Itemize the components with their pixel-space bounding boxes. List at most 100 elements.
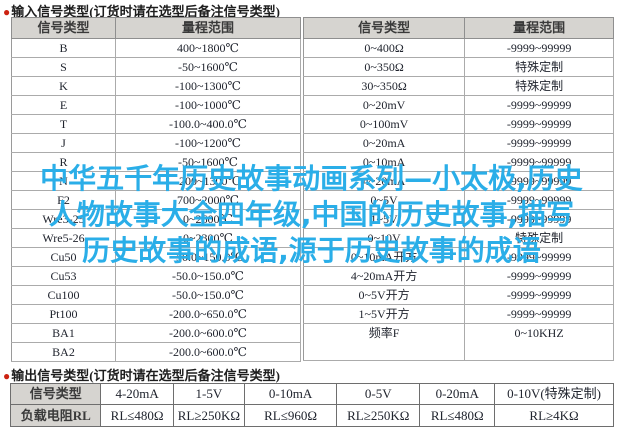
table-cell: 0~2300℃ xyxy=(115,228,301,248)
table-cell: -200.0~600.0℃ xyxy=(115,323,301,343)
red-dot-icon: ● xyxy=(3,5,11,19)
table-cell: -100~1300℃ xyxy=(115,76,301,96)
table-row: 频率F 0~10KHZ xyxy=(302,323,614,343)
table-header-row: 信号类型 量程范围 xyxy=(10,17,301,39)
input-section-title: ●输入信号类型(订货时请在选型后备注信号类型) xyxy=(3,1,280,20)
table-row: BA2 -200.0~600.0℃ xyxy=(10,342,301,362)
table-cell: S xyxy=(10,57,117,77)
table-cell: -100~1000℃ xyxy=(115,95,301,115)
table-row: R -50~1600℃ xyxy=(10,152,301,172)
table-cell: -9999~99999 xyxy=(464,114,614,134)
table-cell: Wre3-25 xyxy=(10,209,117,229)
table-cell: 特殊定制 xyxy=(464,228,614,248)
table-cell: 0~10mA xyxy=(302,152,466,172)
table-cell: BA2 xyxy=(10,342,117,362)
column-header-signal-type: 信号类型 xyxy=(10,17,117,39)
table-row: 4~20mA -9999~99999 xyxy=(302,171,614,191)
table-row: Cu50 -50.0~150.0℃ xyxy=(10,247,301,267)
table-cell: 400~1800℃ xyxy=(115,38,301,58)
table-row: Cu53 -50.0~150.0℃ xyxy=(10,266,301,286)
table-cell: -200.0~650.0℃ xyxy=(115,304,301,324)
table-cell: 30~350Ω xyxy=(302,76,466,96)
table-row: 负载电阻RL RL≤480Ω RL≥250KΩ RL≤960Ω RL≥250KΩ RL≤4… xyxy=(9,404,614,427)
table-cell: RL≤480Ω xyxy=(100,404,174,427)
table-cell: -200~1300℃ xyxy=(115,171,301,191)
table-cell: -9999~99999 xyxy=(464,152,614,172)
table-row: 30~350Ω 特殊定制 xyxy=(302,76,614,96)
table-row: 1~5V -9999~99999 xyxy=(302,209,614,229)
table-cell: -200.0~600.0℃ xyxy=(115,342,301,362)
table-cell: T xyxy=(10,114,117,134)
table-cell: RL≥250KΩ xyxy=(336,404,421,427)
column-header-signal-type: 信号类型 xyxy=(302,17,466,39)
table-cell: BA1 xyxy=(10,323,117,343)
table-row: BA1 -200.0~600.0℃ xyxy=(10,323,301,343)
table-cell: 0~400Ω xyxy=(302,38,466,58)
table-row: Wre5-26 0~2300℃ xyxy=(10,228,301,248)
table-cell: 1~5V xyxy=(302,209,466,229)
table-cell: 0-10mA xyxy=(243,383,338,405)
table-row: J -100~1200℃ xyxy=(10,133,301,153)
output-signal-table: 信号类型 4-20mA 1-5V 0-10mA 0-5V 0-20mA 0-10V(特殊定制… xyxy=(9,383,614,427)
table-cell: -9999~99999 xyxy=(464,304,614,324)
table-row: T -100.0~400.0℃ xyxy=(10,114,301,134)
table-cell: 1-5V xyxy=(172,383,245,405)
table-cell: F2 xyxy=(10,190,117,210)
table-row: S -50~1600℃ xyxy=(10,57,301,77)
table-cell: Wre5-26 xyxy=(10,228,117,248)
table-row: B 400~1800℃ xyxy=(10,38,301,58)
output-section-title-text: 输出信号类型(订货时请在选型后备注信号类型) xyxy=(11,368,280,383)
table-cell: 0~10KHZ xyxy=(464,323,614,343)
table-cell: RL≥250KΩ xyxy=(172,404,245,427)
table-cell: 0-5V xyxy=(336,383,421,405)
column-header-range: 量程范围 xyxy=(115,17,301,39)
table-header-row: 信号类型 量程范围 xyxy=(302,17,614,39)
input-signal-table-left: 信号类型 量程范围 B 400~1800℃ S -50~1600℃ K -100~1300… xyxy=(10,17,301,362)
table-cell: 0-10V(特殊定制) xyxy=(494,383,614,405)
input-section-title-text: 输入信号类型(订货时请在选型后备注信号类型) xyxy=(11,4,280,19)
table-row: Cu100 -50.0~150.0℃ xyxy=(10,285,301,305)
table-row: 0~20mV -9999~99999 xyxy=(302,95,614,115)
table-row xyxy=(302,342,614,361)
table-cell: K xyxy=(10,76,117,96)
table-cell: -9999~99999 xyxy=(464,285,614,305)
table-cell: 0~20mV xyxy=(302,95,466,115)
table-cell: -50.0~150.0℃ xyxy=(115,266,301,286)
table-cell: 0~20mA xyxy=(302,133,466,153)
table-row: 0~5V -9999~99999 xyxy=(302,190,614,210)
table-cell: RL≥4KΩ xyxy=(494,404,614,427)
table-cell: 特殊定制 xyxy=(464,57,614,77)
table-row: 0~350Ω 特殊定制 xyxy=(302,57,614,77)
table-cell: N xyxy=(10,171,117,191)
table-cell: 信号类型 xyxy=(9,383,102,405)
table-cell: Pt100 xyxy=(10,304,117,324)
table-cell: 1~5V开方 xyxy=(302,304,466,324)
table-row: Wre3-25 0~2600℃ xyxy=(10,209,301,229)
table-row: 0~10mA -9999~99999 xyxy=(302,152,614,172)
column-header-range: 量程范围 xyxy=(464,17,614,39)
table-cell: -9999~99999 xyxy=(464,190,614,210)
table-row: 0~20mA -9999~99999 xyxy=(302,133,614,153)
table-cell: Cu100 xyxy=(10,285,117,305)
table-cell xyxy=(302,342,466,361)
table-row: F2 700~2000℃ xyxy=(10,190,301,210)
table-cell: -50~1600℃ xyxy=(115,152,301,172)
table-row: E -100~1000℃ xyxy=(10,95,301,115)
table-cell: Cu50 xyxy=(10,247,117,267)
table-cell: Cu53 xyxy=(10,266,117,286)
table-cell: -100~1200℃ xyxy=(115,133,301,153)
table-cell: 0~10mA开方 xyxy=(302,247,466,267)
table-cell: -9999~99999 xyxy=(464,266,614,286)
table-row: 0~5V开方 -9999~99999 xyxy=(302,285,614,305)
table-cell: 4~20mA开方 xyxy=(302,266,466,286)
table-cell: -9999~99999 xyxy=(464,171,614,191)
table-cell: -9999~99999 xyxy=(464,247,614,267)
table-cell: E xyxy=(10,95,117,115)
table-cell: -9999~99999 xyxy=(464,38,614,58)
table-cell: 0~350Ω xyxy=(302,57,466,77)
table-cell: -50.0~150.0℃ xyxy=(115,247,301,267)
table-row: K -100~1300℃ xyxy=(10,76,301,96)
input-signal-table-right: 信号类型 量程范围 0~400Ω -9999~99999 0~350Ω 特殊定制 30~… xyxy=(302,17,614,361)
table-cell: B xyxy=(10,38,117,58)
